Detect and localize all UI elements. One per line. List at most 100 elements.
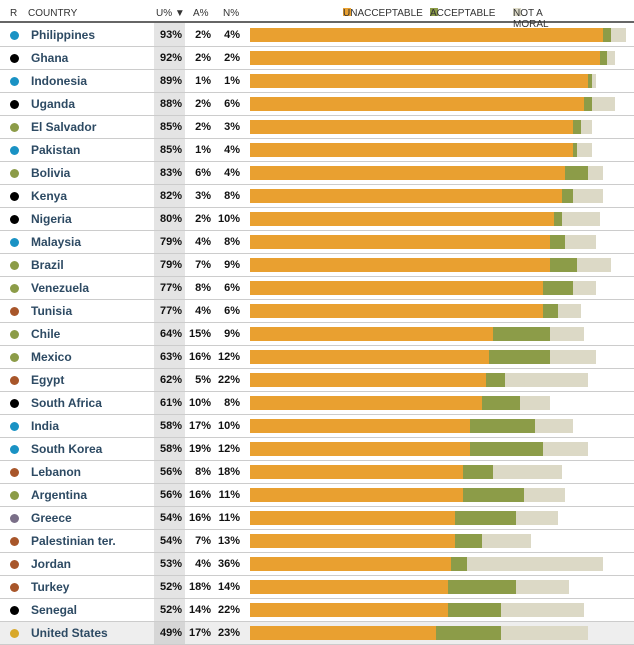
bar-unacceptable xyxy=(250,281,543,295)
table-row[interactable]: Philippines 93% 2% 4% xyxy=(0,24,634,47)
region-dot xyxy=(10,629,19,638)
bar-acceptable xyxy=(485,373,505,387)
table-row[interactable]: Uganda 88% 2% 6% xyxy=(0,93,634,116)
table-row[interactable]: South Korea 58% 19% 12% xyxy=(0,438,634,461)
table-row[interactable]: Egypt 62% 5% 22% xyxy=(0,369,634,392)
u-value: 54% xyxy=(159,512,182,524)
u-header[interactable]: U% ▼ xyxy=(156,8,185,19)
bar-acceptable xyxy=(584,97,592,111)
country-name: Nigeria xyxy=(31,212,72,226)
n-header[interactable]: N% xyxy=(223,8,240,19)
n-value: 9% xyxy=(224,328,240,340)
bar-acceptable xyxy=(542,304,558,318)
bar-unacceptable xyxy=(250,258,551,272)
bar-acceptable xyxy=(455,511,516,525)
table-row[interactable]: Bolivia 83% 6% 4% xyxy=(0,162,634,185)
bar-unacceptable xyxy=(250,189,562,203)
table-row[interactable]: El Salvador 85% 2% 3% xyxy=(0,116,634,139)
u-value: 64% xyxy=(159,328,182,340)
bar-not-moral-issue xyxy=(565,235,596,249)
region-header[interactable]: R xyxy=(10,8,18,19)
region-dot xyxy=(10,560,19,569)
country-header[interactable]: COUNTRY xyxy=(28,8,78,19)
legend-swatch xyxy=(513,8,521,16)
country-name: Indonesia xyxy=(31,74,88,88)
a-header[interactable]: A% xyxy=(193,8,209,19)
region-dot xyxy=(10,100,19,109)
bar-not-moral-issue xyxy=(500,626,589,640)
region-dot xyxy=(10,491,19,500)
bar-unacceptable xyxy=(250,557,452,571)
table-row[interactable]: Venezuela 77% 8% 6% xyxy=(0,277,634,300)
n-value: 12% xyxy=(217,351,240,363)
table-row[interactable]: Tunisia 77% 4% 6% xyxy=(0,300,634,323)
legend-swatch xyxy=(430,8,438,16)
table-row[interactable]: Nigeria 80% 2% 10% xyxy=(0,208,634,231)
table-row[interactable]: India 58% 17% 10% xyxy=(0,415,634,438)
region-dot xyxy=(10,422,19,431)
table-row[interactable]: Mexico 63% 16% 12% xyxy=(0,346,634,369)
bar-acceptable xyxy=(573,143,577,157)
bar-unacceptable xyxy=(250,97,585,111)
u-value: 49% xyxy=(159,627,182,639)
table-row[interactable]: Chile 64% 15% 9% xyxy=(0,323,634,346)
table-row[interactable]: Pakistan 85% 1% 4% xyxy=(0,139,634,162)
n-value: 6% xyxy=(224,282,240,294)
u-value: 80% xyxy=(159,213,182,225)
table-row[interactable]: Indonesia 89% 1% 1% xyxy=(0,70,634,93)
sorted-column-highlight xyxy=(154,23,185,645)
u-value: 88% xyxy=(159,98,182,110)
table-row[interactable]: Greece 54% 16% 11% xyxy=(0,507,634,530)
country-name: United States xyxy=(31,626,108,640)
bar-not-moral-issue xyxy=(466,557,604,571)
country-name: Palestinian ter. xyxy=(31,534,116,548)
bar-unacceptable xyxy=(250,235,551,249)
region-dot xyxy=(10,583,19,592)
table-row[interactable]: United States 49% 17% 23% xyxy=(0,622,634,645)
bar-not-moral-issue xyxy=(588,166,604,180)
n-value: 10% xyxy=(217,420,240,432)
u-value: 85% xyxy=(159,144,182,156)
bar-not-moral-issue xyxy=(516,580,570,594)
a-value: 2% xyxy=(195,29,211,41)
n-value: 12% xyxy=(217,443,240,455)
table-row[interactable]: Kenya 82% 3% 8% xyxy=(0,185,634,208)
bar-not-moral-issue xyxy=(519,396,551,410)
bar-unacceptable xyxy=(250,350,490,364)
bar-unacceptable xyxy=(250,580,448,594)
n-value: 22% xyxy=(217,604,240,616)
u-value: 92% xyxy=(159,52,182,64)
table-row[interactable]: Palestinian ter. 54% 7% 13% xyxy=(0,530,634,553)
table-row[interactable]: Jordan 53% 4% 36% xyxy=(0,553,634,576)
table-row[interactable]: Malaysia 79% 4% 8% xyxy=(0,231,634,254)
n-value: 13% xyxy=(217,535,240,547)
region-dot xyxy=(10,215,19,224)
table-row[interactable]: South Africa 61% 10% 8% xyxy=(0,392,634,415)
a-value: 7% xyxy=(195,535,211,547)
a-value: 7% xyxy=(195,259,211,271)
region-dot xyxy=(10,238,19,247)
bar-unacceptable xyxy=(250,373,486,387)
bar-unacceptable xyxy=(250,465,463,479)
table-row[interactable]: Brazil 79% 7% 9% xyxy=(0,254,634,277)
bar-not-moral-issue xyxy=(607,51,615,65)
bar-not-moral-issue xyxy=(561,212,600,226)
bar-acceptable xyxy=(561,189,573,203)
a-value: 2% xyxy=(195,213,211,225)
u-value: 54% xyxy=(159,535,182,547)
bar-unacceptable xyxy=(250,534,456,548)
u-value: 56% xyxy=(159,489,182,501)
region-dot xyxy=(10,330,19,339)
table-row[interactable]: Ghana 92% 2% 2% xyxy=(0,47,634,70)
table-row[interactable]: Argentina 56% 16% 11% xyxy=(0,484,634,507)
u-value: 58% xyxy=(159,420,182,432)
region-dot xyxy=(10,169,19,178)
country-name: Turkey xyxy=(31,580,70,594)
a-value: 18% xyxy=(188,581,211,593)
table-row[interactable]: Lebanon 56% 8% 18% xyxy=(0,461,634,484)
table-row[interactable]: Senegal 52% 14% 22% xyxy=(0,599,634,622)
n-value: 14% xyxy=(217,581,240,593)
country-name: Philippines xyxy=(31,28,96,42)
region-dot xyxy=(10,146,19,155)
table-row[interactable]: Turkey 52% 18% 14% xyxy=(0,576,634,599)
